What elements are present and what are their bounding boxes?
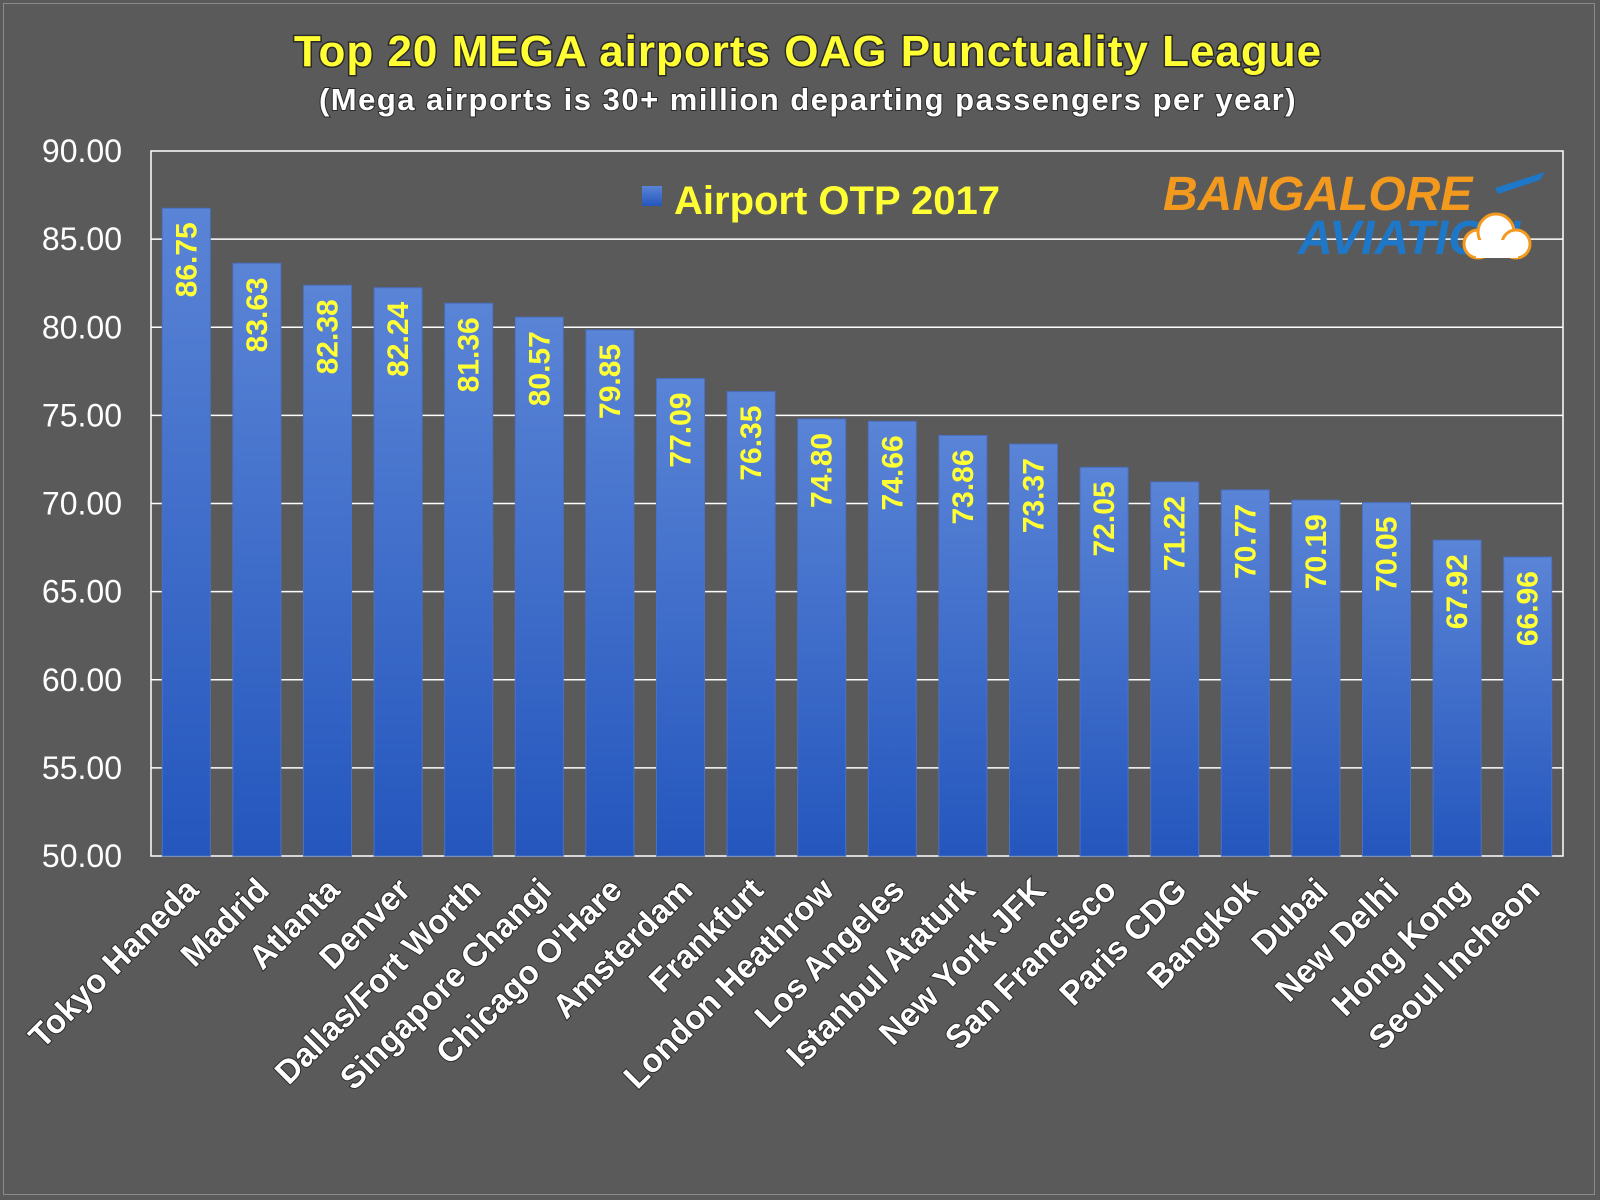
y-tick-label: 55.00 (42, 750, 122, 786)
bar (1220, 489, 1270, 857)
legend: Airport OTP 2017 (642, 179, 1000, 223)
data-label: 70.05 (1371, 517, 1404, 592)
y-tick-label: 70.00 (42, 486, 122, 522)
chart-title: Top 20 MEGA airports OAG Punctuality Lea… (294, 27, 1322, 76)
legend-label: Airport OTP 2017 (674, 179, 1000, 223)
bar (444, 302, 494, 857)
bar (232, 262, 282, 857)
bars (161, 207, 1553, 857)
bar (867, 420, 917, 857)
bar (1291, 499, 1341, 857)
data-label: 81.36 (453, 317, 486, 392)
bar (726, 391, 776, 857)
airplane-icon (1495, 172, 1545, 194)
bar (161, 207, 211, 857)
bar (1503, 556, 1553, 857)
data-label: 70.19 (1300, 514, 1333, 589)
x-axis-ticks: Tokyo HanedaMadridAtlantaDenverDallas/Fo… (20, 869, 1547, 1097)
legend-swatch (642, 186, 662, 206)
bar (373, 287, 423, 857)
data-label: 76.35 (735, 406, 768, 481)
bar (1079, 466, 1129, 857)
data-label: 77.09 (665, 393, 698, 468)
y-axis-ticks: 50.00 55.00 60.00 65.00 70.00 75.00 80.00 85.00… (42, 133, 122, 874)
data-label: 67.92 (1441, 554, 1474, 629)
data-label: 83.63 (241, 277, 274, 352)
bar (585, 329, 635, 857)
cloud-icon (1462, 212, 1532, 260)
data-label: 70.77 (1229, 504, 1262, 579)
bar (1150, 481, 1200, 857)
bar (1009, 443, 1058, 857)
bar (514, 316, 564, 857)
bangalore-aviation-logo: BANGALORE AVIATION (1163, 168, 1545, 265)
y-tick-label: 75.00 (42, 397, 122, 433)
data-label: 66.96 (1512, 571, 1545, 646)
y-tick-label: 65.00 (42, 574, 122, 610)
data-label: 73.86 (947, 449, 980, 524)
logo-text-top: BANGALORE (1163, 168, 1474, 221)
data-label: 71.22 (1159, 496, 1192, 571)
x-tick-label: Tokyo Haneda (21, 870, 205, 1054)
data-labels: 86.75 83.63 82.38 82.24 81.36 80.57 79.85 77.09… (170, 222, 1544, 646)
data-label: 79.85 (594, 344, 627, 419)
bar (656, 378, 705, 857)
bar (1432, 539, 1482, 857)
data-label: 72.05 (1088, 481, 1121, 556)
chart-frame (3, 3, 1595, 1195)
bar (938, 434, 988, 857)
data-label: 80.57 (523, 331, 556, 406)
data-label: 74.66 (876, 435, 909, 510)
y-tick-label: 50.00 (42, 838, 122, 874)
bar (1362, 502, 1411, 857)
gridlines (151, 238, 1563, 769)
chart-subtitle: (Mega airports is 30+ million departing … (319, 82, 1297, 117)
y-tick-label: 85.00 (42, 221, 122, 257)
data-label: 74.80 (806, 433, 839, 508)
data-label: 82.24 (382, 301, 415, 376)
data-label: 86.75 (170, 222, 203, 297)
y-tick-label: 80.00 (42, 309, 122, 345)
bar (797, 418, 847, 857)
y-tick-label: 60.00 (42, 662, 122, 698)
bar (303, 284, 352, 857)
y-tick-label: 90.00 (42, 133, 122, 169)
data-label: 73.37 (1018, 458, 1051, 533)
data-label: 82.38 (312, 299, 345, 374)
